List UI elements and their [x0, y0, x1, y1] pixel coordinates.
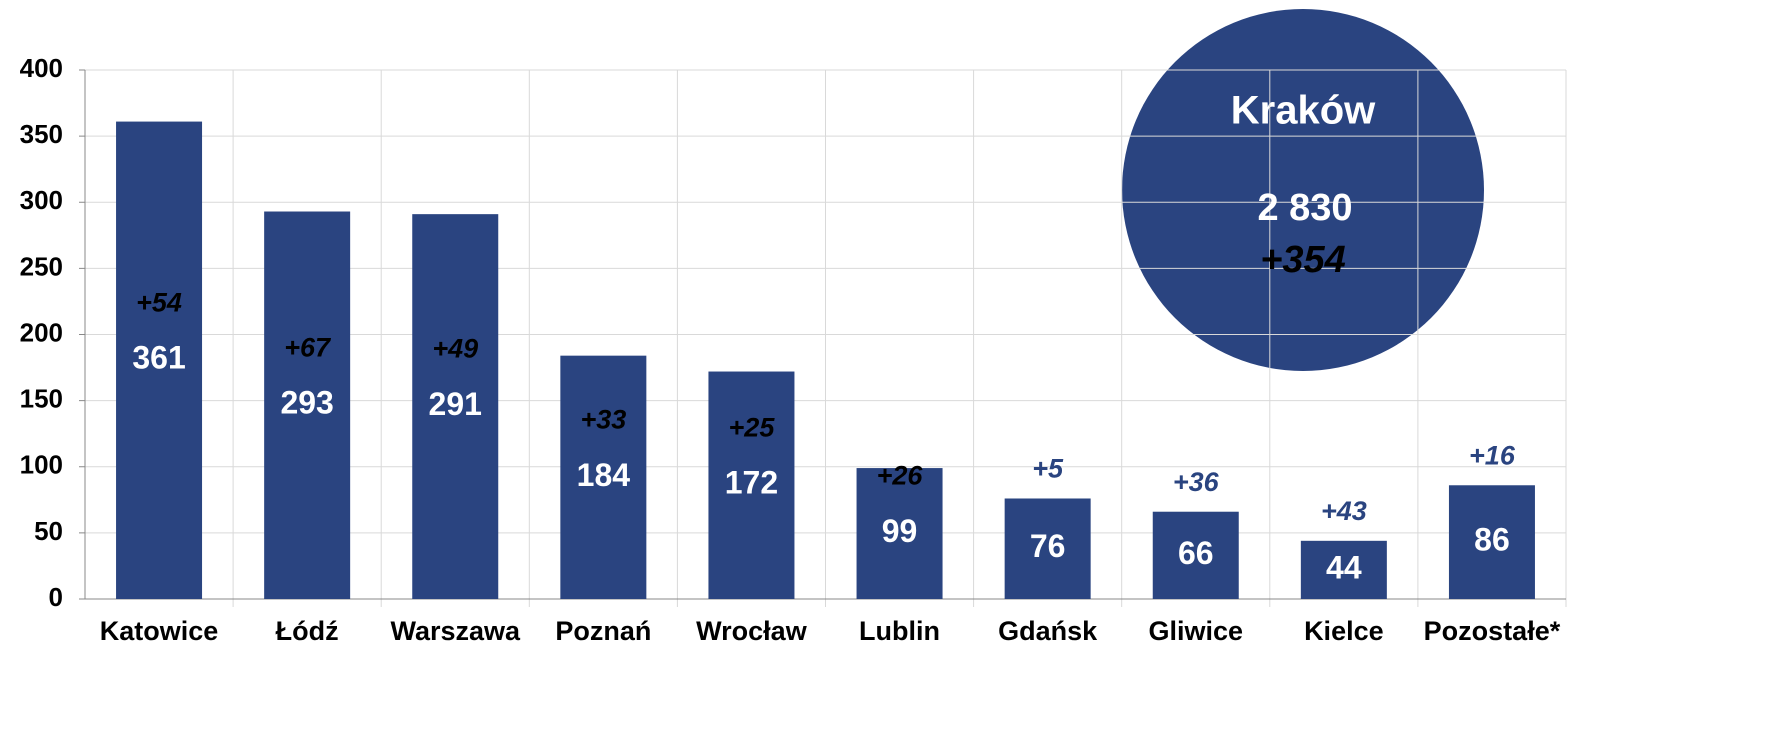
y-tick-label: 250: [20, 251, 63, 281]
change-label: +25: [729, 412, 776, 442]
bar: [856, 468, 943, 599]
bar: [1300, 540, 1387, 599]
bar: [708, 371, 795, 599]
x-tick-label: Wrocław: [696, 616, 808, 646]
change-label: +49: [432, 334, 478, 364]
value-label: 291: [429, 386, 482, 422]
value-label: 172: [725, 465, 778, 501]
change-label: +16: [1469, 440, 1516, 470]
x-tick-label: Łódź: [276, 616, 339, 646]
y-tick-label: 400: [20, 53, 63, 83]
x-tick-label: Gliwice: [1148, 616, 1243, 646]
value-label: 184: [577, 457, 631, 493]
value-label: 44: [1326, 549, 1362, 585]
change-label: +26: [877, 461, 924, 491]
callout-bubble: [1122, 9, 1484, 371]
y-tick-label: 100: [20, 450, 63, 480]
x-tick-label: Lublin: [859, 616, 940, 646]
y-tick-label: 350: [20, 119, 63, 149]
value-label: 86: [1474, 522, 1510, 558]
callout-change: +354: [1260, 239, 1346, 281]
y-tick-label: 300: [20, 185, 63, 215]
bar: [1448, 485, 1535, 599]
y-tick-label: 200: [20, 317, 63, 347]
value-label: 361: [132, 340, 185, 376]
value-label: 76: [1030, 528, 1066, 564]
change-label: +36: [1173, 467, 1220, 497]
change-label: +43: [1321, 496, 1367, 526]
bar: [116, 121, 203, 599]
value-label: 66: [1178, 535, 1214, 571]
bar: [264, 211, 351, 599]
value-label: 99: [882, 513, 918, 549]
bar: [560, 355, 647, 599]
bar: [412, 214, 499, 599]
x-tick-label: Gdańsk: [998, 616, 1098, 646]
change-label: +33: [580, 404, 626, 434]
bar: [1152, 511, 1239, 599]
y-tick-label: 50: [34, 516, 63, 546]
change-label: +67: [284, 332, 332, 362]
value-label: 293: [280, 385, 333, 421]
y-tick-label: 0: [49, 582, 63, 612]
callout-value: 2 830: [1257, 187, 1352, 229]
x-tick-label: Katowice: [100, 616, 219, 646]
change-label: +54: [136, 287, 182, 317]
callout-title: Kraków: [1231, 89, 1376, 133]
x-tick-label: Warszawa: [390, 616, 521, 646]
x-tick-label: Poznań: [555, 616, 651, 646]
y-tick-label: 150: [20, 384, 63, 414]
x-tick-label: Pozostałe*: [1424, 616, 1561, 646]
x-tick-label: Kielce: [1304, 616, 1384, 646]
bar: [1004, 498, 1091, 599]
change-label: +5: [1032, 454, 1064, 484]
